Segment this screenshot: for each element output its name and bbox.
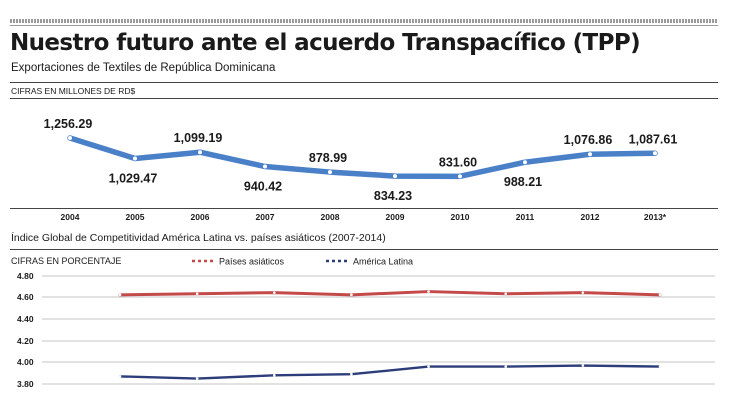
series-point [118,375,122,378]
exports-data-point [263,164,267,169]
exports-data-label: 1,029.47 [109,171,158,185]
exports-data-label: 834.23 [374,189,412,203]
exports-data-point [328,170,332,175]
y-tick-label: 3.80 [17,379,34,389]
series-point [581,291,585,294]
exports-data-point [458,174,462,179]
header-rule [10,25,718,26]
exports-data-point [133,156,137,161]
series-point [504,292,508,296]
page-title: Nuestro futuro ante el acuerdo Transpací… [10,30,641,56]
x-tick-label: 2007 [256,212,275,222]
series-point [350,293,353,297]
y-tick-label: 4.00 [17,357,34,367]
exports-series-line [67,135,658,180]
exports-data-point [653,151,657,156]
asian-series-line [118,290,662,297]
x-tick-label: 2012 [581,212,600,222]
divider [10,249,718,250]
series-point [427,365,430,368]
y-tick-label: 4.60 [17,292,34,302]
series-point [658,365,662,368]
chart2-unit-label: CIFRAS EN PORCENTAJE [11,256,122,266]
x-tick-label: 2005 [126,212,145,222]
exports-data-point [588,152,592,157]
series-point [658,293,662,297]
series-point [427,290,430,293]
exports-data-label: 1,076.86 [564,133,613,147]
x-tick-label: 2009 [386,212,405,222]
y-tick-label: 4.20 [17,336,34,346]
legend-label: Países asiáticos [219,257,285,267]
legend-label: América Latina [353,257,413,267]
exports-data-point [393,174,397,179]
divider [10,98,718,99]
exports-data-point [198,150,202,155]
series-point [195,377,199,380]
chart1-unit-label: CIFRAS EN MILLONES DE RD$ [11,86,136,96]
x-tick-label: 2010 [451,212,470,222]
divider [10,208,718,209]
series-point [118,293,122,297]
series-point [195,292,199,296]
header-stripe [10,19,718,23]
latam-series-line [118,364,662,380]
exports-data-label: 831.60 [439,155,477,169]
divider [10,82,718,83]
x-tick-label: 2004 [61,212,80,222]
exports-data-label: 988.21 [504,175,542,189]
series-point [272,291,276,294]
series-point [272,374,276,377]
y-tick-label: 4.80 [17,271,34,281]
x-tick-label: 2011 [516,212,535,222]
x-tick-label: 2006 [191,212,210,222]
exports-data-label: 1,087.61 [629,132,678,146]
exports-data-label: 1,099.19 [174,131,223,145]
exports-data-label: 940.42 [244,180,282,194]
x-tick-label: 2013* [644,212,667,222]
x-tick-label: 2008 [321,212,340,222]
chart2-title: Índice Global de Competitividad América … [11,232,386,244]
series-point [581,364,585,367]
series-point [350,372,353,376]
exports-data-point [68,136,72,141]
exports-data-point [523,160,527,165]
series-point [504,365,508,368]
exports-data-label: 878.99 [309,151,347,165]
chart1-title: Exportaciones de Textiles de República D… [11,62,276,74]
y-tick-label: 4.40 [17,314,34,324]
exports-data-label: 1,256.29 [44,117,93,131]
